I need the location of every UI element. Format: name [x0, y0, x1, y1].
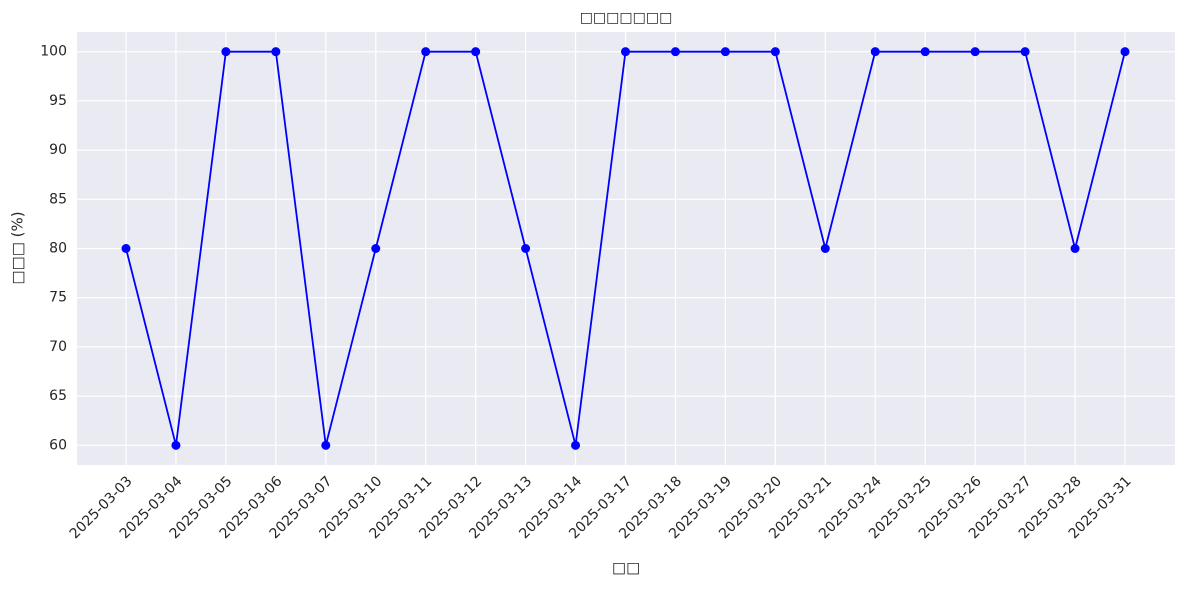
y-tick-label: 100 — [40, 44, 67, 60]
marker — [820, 244, 830, 253]
marker — [720, 47, 730, 57]
y-tick-label: 95 — [49, 93, 67, 109]
marker — [121, 244, 131, 253]
y-tick-label: 70 — [49, 339, 67, 355]
y-tick-label: 80 — [49, 241, 67, 257]
marker — [221, 47, 231, 57]
marker — [371, 244, 381, 253]
marker — [471, 47, 481, 57]
y-tick-label: 90 — [49, 142, 67, 158]
y-axis-label: □□□ (%) — [9, 211, 27, 284]
marker — [870, 47, 880, 57]
marker — [421, 47, 431, 57]
marker — [770, 47, 780, 57]
marker — [171, 440, 181, 450]
marker — [621, 47, 630, 57]
chart-title: □□□□□□□ — [580, 10, 673, 26]
x-axis-label: □□ — [612, 559, 640, 577]
marker — [1020, 47, 1030, 57]
y-tick-label: 65 — [49, 388, 67, 404]
marker — [970, 47, 980, 57]
y-tick-label: 75 — [49, 290, 67, 306]
marker — [571, 440, 581, 450]
y-tick-label: 85 — [49, 191, 67, 207]
marker — [521, 244, 531, 253]
marker — [670, 47, 680, 57]
marker — [920, 47, 930, 57]
marker — [1070, 244, 1080, 253]
marker — [1120, 47, 1130, 57]
marker — [271, 47, 281, 57]
y-tick-label: 60 — [49, 437, 67, 453]
marker — [321, 440, 331, 450]
